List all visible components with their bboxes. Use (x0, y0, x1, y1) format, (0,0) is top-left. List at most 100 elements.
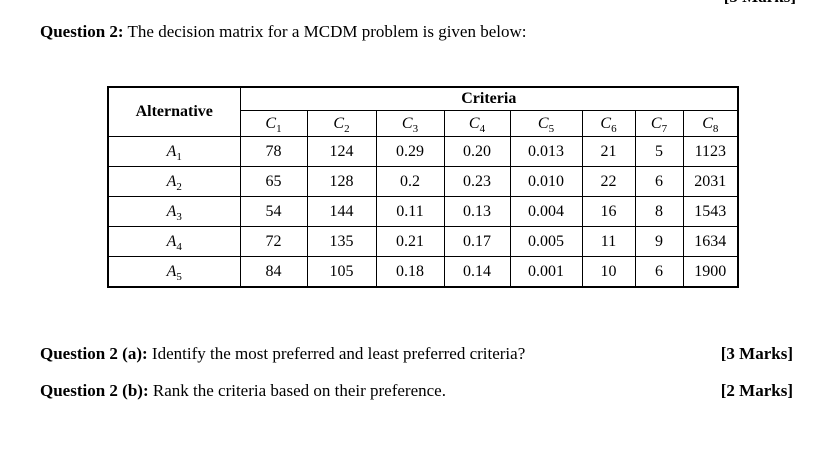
alternative-label-sub: 2 (176, 180, 182, 193)
question-2a-label: Question 2 (a): (40, 344, 148, 363)
cell-value: 0.2 (375, 166, 445, 197)
question-2b-text: Rank the criteria based on their prefere… (148, 381, 446, 400)
cell-value: 72 (239, 226, 308, 257)
criteria-span-row: Alternative Criteria (107, 86, 739, 137)
cell-value: 78 (239, 136, 308, 167)
column-header-sub: 8 (712, 122, 719, 135)
column-header-sub: 5 (548, 122, 555, 135)
cell-value: 1900 (682, 256, 739, 288)
cell-value: 124 (306, 136, 377, 167)
column-header-base: C (537, 114, 549, 132)
column-header-base: C (468, 114, 480, 132)
cell-value: 5 (634, 136, 684, 167)
column-header-base: C (265, 114, 277, 132)
clipped-marks-top: [5 Marks] (724, 0, 796, 8)
column-header-sub: 7 (661, 122, 668, 135)
cell-value: 2031 (682, 166, 739, 197)
cell-value: 144 (306, 196, 377, 227)
column-header-base: C (600, 114, 612, 132)
alternative-label: A2 (107, 166, 241, 197)
cell-value: 135 (306, 226, 377, 257)
table-row-a2: A2 65 128 0.2 0.23 0.010 22 6 2031 (107, 166, 739, 197)
column-header-base: C (333, 114, 345, 132)
question-2a-marks: [3 Marks] (720, 344, 793, 363)
question-2b-row: Question 2 (b): Rank the criteria based … (40, 381, 793, 401)
alternative-label-base: A (166, 172, 177, 190)
column-header-c3: C3 (375, 110, 445, 137)
column-header-c4: C4 (443, 110, 511, 137)
cell-value: 6 (634, 166, 684, 197)
question-intro-text: The decision matrix for a MCDM problem i… (123, 22, 527, 41)
cell-value: 0.001 (509, 256, 583, 288)
alternative-label-base: A (166, 202, 177, 220)
cell-value: 0.18 (375, 256, 445, 288)
cell-value: 0.29 (375, 136, 445, 167)
alternative-label-base: A (166, 262, 177, 280)
cell-value: 65 (239, 166, 308, 197)
cell-value: 0.14 (443, 256, 511, 288)
clipped-marks-label: [5 Marks] (724, 0, 796, 7)
cell-value: 54 (239, 196, 308, 227)
cell-value: 8 (634, 196, 684, 227)
table-row-a3: A3 54 144 0.11 0.13 0.004 16 8 1543 (107, 196, 739, 227)
cell-value: 6 (634, 256, 684, 288)
column-header-sub: 1 (276, 122, 282, 135)
column-header-base: C (401, 114, 413, 132)
cell-value: 0.13 (443, 196, 511, 227)
alternative-label-sub: 1 (176, 150, 182, 163)
cell-value: 11 (581, 226, 636, 257)
cell-value: 1634 (682, 226, 739, 257)
cell-value: 22 (581, 166, 636, 197)
cell-value: 0.013 (509, 136, 583, 167)
decision-matrix-table: Alternative Criteria C1 C2 C3 C4 C5 C6 C… (107, 86, 740, 288)
column-header-c2: C2 (306, 110, 377, 137)
question-2b-text-wrap: Question 2 (b): Rank the criteria based … (40, 381, 446, 401)
question-2a-text-wrap: Question 2 (a): Identify the most prefer… (40, 344, 525, 364)
cell-value: 0.21 (375, 226, 445, 257)
column-header-sub: 3 (412, 122, 419, 135)
cell-value: 0.11 (375, 196, 445, 227)
cell-value: 10 (581, 256, 636, 288)
cell-value: 16 (581, 196, 636, 227)
criteria-columns-row: C1 C2 C3 C4 C5 C6 C7 C8 (108, 110, 739, 137)
column-header-sub: 4 (479, 122, 486, 135)
question-2b-label: Question 2 (b): (40, 381, 149, 400)
alternative-label: A4 (107, 226, 241, 257)
cell-value: 21 (581, 136, 636, 167)
alternative-label: A3 (107, 196, 241, 227)
cell-value: 0.005 (509, 226, 583, 257)
question-2a-row: Question 2 (a): Identify the most prefer… (40, 344, 793, 364)
cell-value: 84 (239, 256, 308, 288)
table-row-a1: A1 78 124 0.29 0.20 0.013 21 5 1123 (107, 136, 739, 167)
cell-value: 0.010 (509, 166, 583, 197)
alternative-label-sub: 3 (176, 210, 182, 223)
alternative-label-base: A (166, 142, 177, 160)
question-intro: Question 2: The decision matrix for a MC… (40, 22, 527, 42)
column-header-base: C (650, 114, 662, 132)
column-header-c8: C8 (682, 110, 739, 137)
cell-value: 1543 (682, 196, 739, 227)
criteria-header: Criteria (239, 86, 739, 111)
column-header-c5: C5 (509, 110, 583, 137)
table-row-a5: A5 84 105 0.18 0.14 0.001 10 6 1900 (107, 256, 739, 288)
cell-value: 105 (306, 256, 377, 288)
alternative-header: Alternative (107, 86, 241, 137)
cell-value: 128 (306, 166, 377, 197)
column-header-base: C (702, 114, 713, 132)
column-header-c7: C7 (634, 110, 684, 137)
question-2b-marks: [2 Marks] (720, 381, 793, 400)
cell-value: 9 (634, 226, 684, 257)
cell-value: 1123 (682, 136, 739, 167)
table-row-a4: A4 72 135 0.21 0.17 0.005 11 9 1634 (107, 226, 739, 257)
alternative-label-base: A (166, 232, 177, 250)
cell-value: 0.23 (443, 166, 511, 197)
column-header-c1: C1 (239, 110, 308, 137)
question-2a-text: Identify the most preferred and least pr… (147, 344, 526, 363)
column-header-sub: 2 (344, 122, 350, 135)
column-header-c6: C6 (581, 110, 636, 137)
cell-value: 0.004 (509, 196, 583, 227)
alternative-label: A5 (107, 256, 241, 288)
question-intro-label: Question 2: (40, 22, 124, 41)
column-header-sub: 6 (611, 122, 617, 135)
alternative-label-sub: 4 (176, 240, 182, 253)
